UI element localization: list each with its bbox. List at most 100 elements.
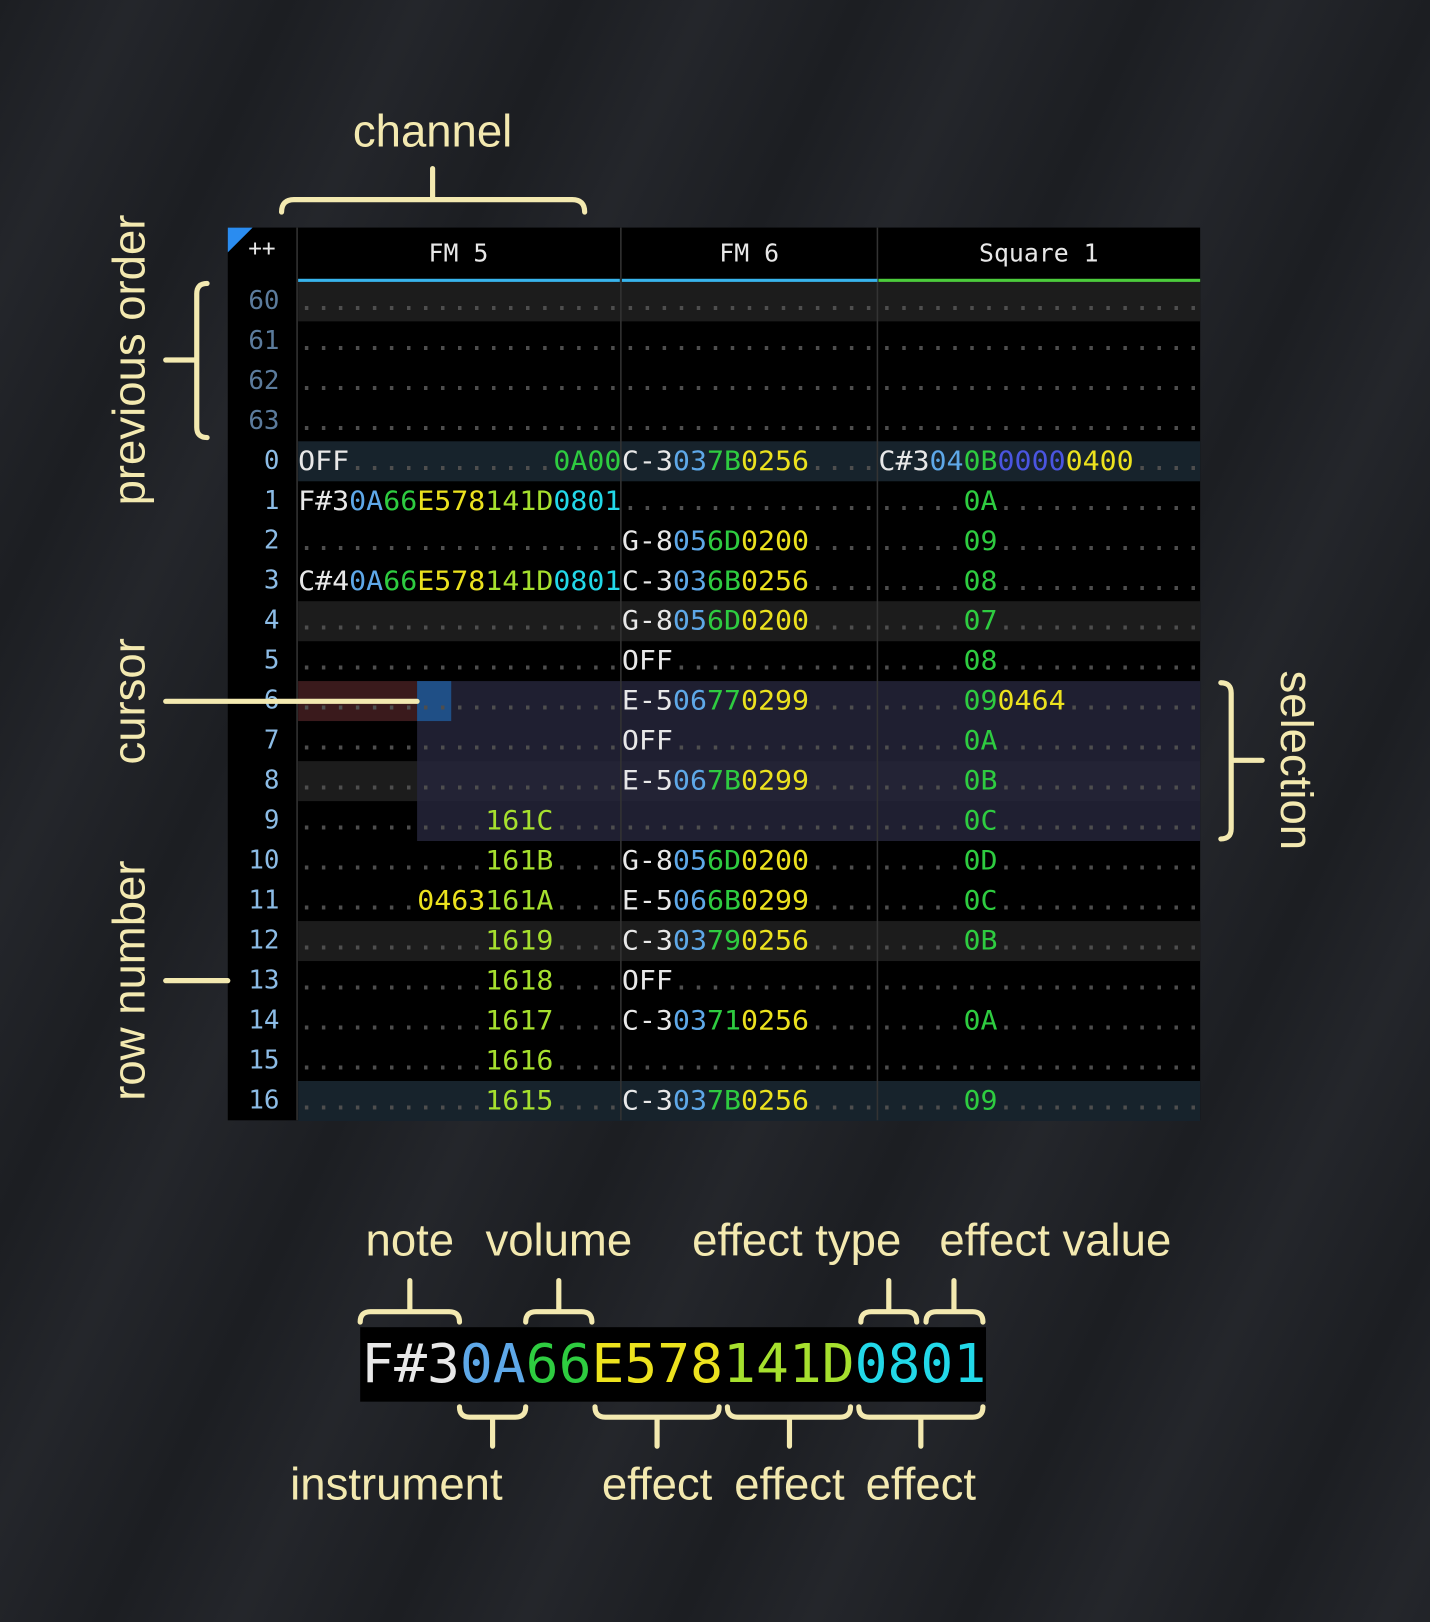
- row-number: 61: [248, 326, 279, 356]
- cell-text: 0000: [998, 446, 1066, 477]
- row-highlight: [298, 281, 1201, 322]
- cell-text: ...................: [298, 726, 621, 757]
- cell-text: 0C: [964, 886, 998, 917]
- legend-label: effect value: [939, 1214, 1171, 1265]
- cell-text: .....: [878, 606, 963, 637]
- cell-text: F#3: [298, 486, 349, 517]
- cell-text: ...................: [878, 286, 1201, 317]
- channel-underline: [878, 278, 1201, 282]
- cell-text: ....: [809, 766, 877, 797]
- legend-label: effect type: [692, 1214, 901, 1265]
- cell-text: ............: [998, 766, 1202, 797]
- cell-text: ...................: [298, 526, 621, 557]
- legend-label: note: [366, 1214, 455, 1265]
- row-number: 3: [264, 566, 280, 596]
- channel-name: FM 6: [719, 238, 779, 267]
- row-number: 9: [264, 806, 280, 836]
- cell-text: 1617: [485, 1006, 553, 1037]
- legend-text: 0A: [460, 1332, 526, 1395]
- row-number: 0: [264, 446, 280, 476]
- cell-text: 161B: [485, 846, 553, 877]
- cell-text: ...............: [622, 366, 877, 397]
- bracket: [858, 1278, 920, 1325]
- legend-text: 0801: [855, 1332, 987, 1395]
- cell-text: 66: [383, 566, 417, 597]
- bracket: [357, 1278, 463, 1325]
- cell-text: ............: [998, 566, 1202, 597]
- cell-text: ............: [673, 726, 877, 757]
- cell-text: G-8: [622, 526, 673, 557]
- cell-text: ...................: [878, 1046, 1201, 1077]
- bracket: [278, 166, 588, 215]
- cell-text: ....: [553, 886, 621, 917]
- legend-label: effect: [734, 1459, 845, 1510]
- cell-text: 161C: [485, 806, 553, 837]
- channel-name: FM 5: [429, 238, 489, 267]
- cell-text: E578: [417, 486, 485, 517]
- cell-text: ............: [998, 926, 1202, 957]
- cell-text: ............: [349, 446, 553, 477]
- row-number: 60: [248, 286, 279, 316]
- cell-text: ...........: [298, 1046, 485, 1077]
- cell-text: 0299: [741, 766, 809, 797]
- row-number: 7: [264, 726, 280, 756]
- cell-text: ...................: [298, 646, 621, 677]
- cell-text: ....: [809, 526, 877, 557]
- cell-text: 0299: [741, 886, 809, 917]
- cell-text: .......: [298, 886, 417, 917]
- cell-text: 0256: [741, 446, 809, 477]
- cell-text: 0A: [964, 726, 998, 757]
- cell-text: 0200: [741, 846, 809, 877]
- corner-label: ++: [248, 236, 275, 262]
- cell-text: 0B: [964, 926, 998, 957]
- cell-text: E-5: [622, 766, 673, 797]
- cell-text: ............: [998, 486, 1202, 517]
- bracket: [592, 1404, 722, 1449]
- annotation: previous order: [104, 215, 155, 506]
- cell-text: ....: [809, 886, 877, 917]
- cell-text: 7B: [707, 446, 741, 477]
- cell-text: 0801: [553, 486, 621, 517]
- cell-text: E-5: [622, 886, 673, 917]
- cell-text: 1618: [485, 966, 553, 997]
- row-highlight: [298, 601, 1201, 642]
- cell-text: 09: [964, 686, 998, 717]
- legend-text: 141D: [723, 1332, 855, 1395]
- cell-text: 0C: [964, 806, 998, 837]
- cell-text: ....: [809, 566, 877, 597]
- cell-text: ...........: [298, 846, 485, 877]
- cell-text: 1616: [485, 1046, 553, 1077]
- cell-text: .....: [878, 926, 963, 957]
- cell-text: .....: [878, 766, 963, 797]
- cursor: [417, 681, 452, 722]
- cell-text: 09: [964, 1086, 998, 1117]
- cell-text: 1619: [485, 926, 553, 957]
- cell-text: ...................: [878, 366, 1201, 397]
- cell-text: ...................: [298, 366, 621, 397]
- cell-text: ...............: [622, 406, 877, 437]
- cell-text: 05: [673, 606, 707, 637]
- cell-text: G-8: [622, 606, 673, 637]
- cell-text: 1615: [485, 1086, 553, 1117]
- cell-text: 0256: [741, 1086, 809, 1117]
- cell-text: OFF: [622, 726, 673, 757]
- cell-text: ............: [673, 646, 877, 677]
- cell-text: .....: [878, 1086, 963, 1117]
- bracket: [523, 1278, 595, 1325]
- row-highlight: [298, 441, 1201, 482]
- cell-text: 03: [673, 446, 707, 477]
- cell-text: ...................: [298, 766, 621, 797]
- cell-text: ...........: [298, 966, 485, 997]
- cell-text: ....: [553, 846, 621, 877]
- cell-text: ............: [998, 646, 1202, 677]
- cell-text: 6D: [707, 526, 741, 557]
- cell-text: 0256: [741, 926, 809, 957]
- cell-text: 08: [964, 646, 998, 677]
- bracket: [1218, 680, 1265, 842]
- cell-text: .....: [878, 886, 963, 917]
- cell-text: ...............: [622, 1046, 877, 1077]
- cell-text: ...............: [622, 286, 877, 317]
- cell-text: C-3: [622, 566, 673, 597]
- cell-text: .....: [878, 526, 963, 557]
